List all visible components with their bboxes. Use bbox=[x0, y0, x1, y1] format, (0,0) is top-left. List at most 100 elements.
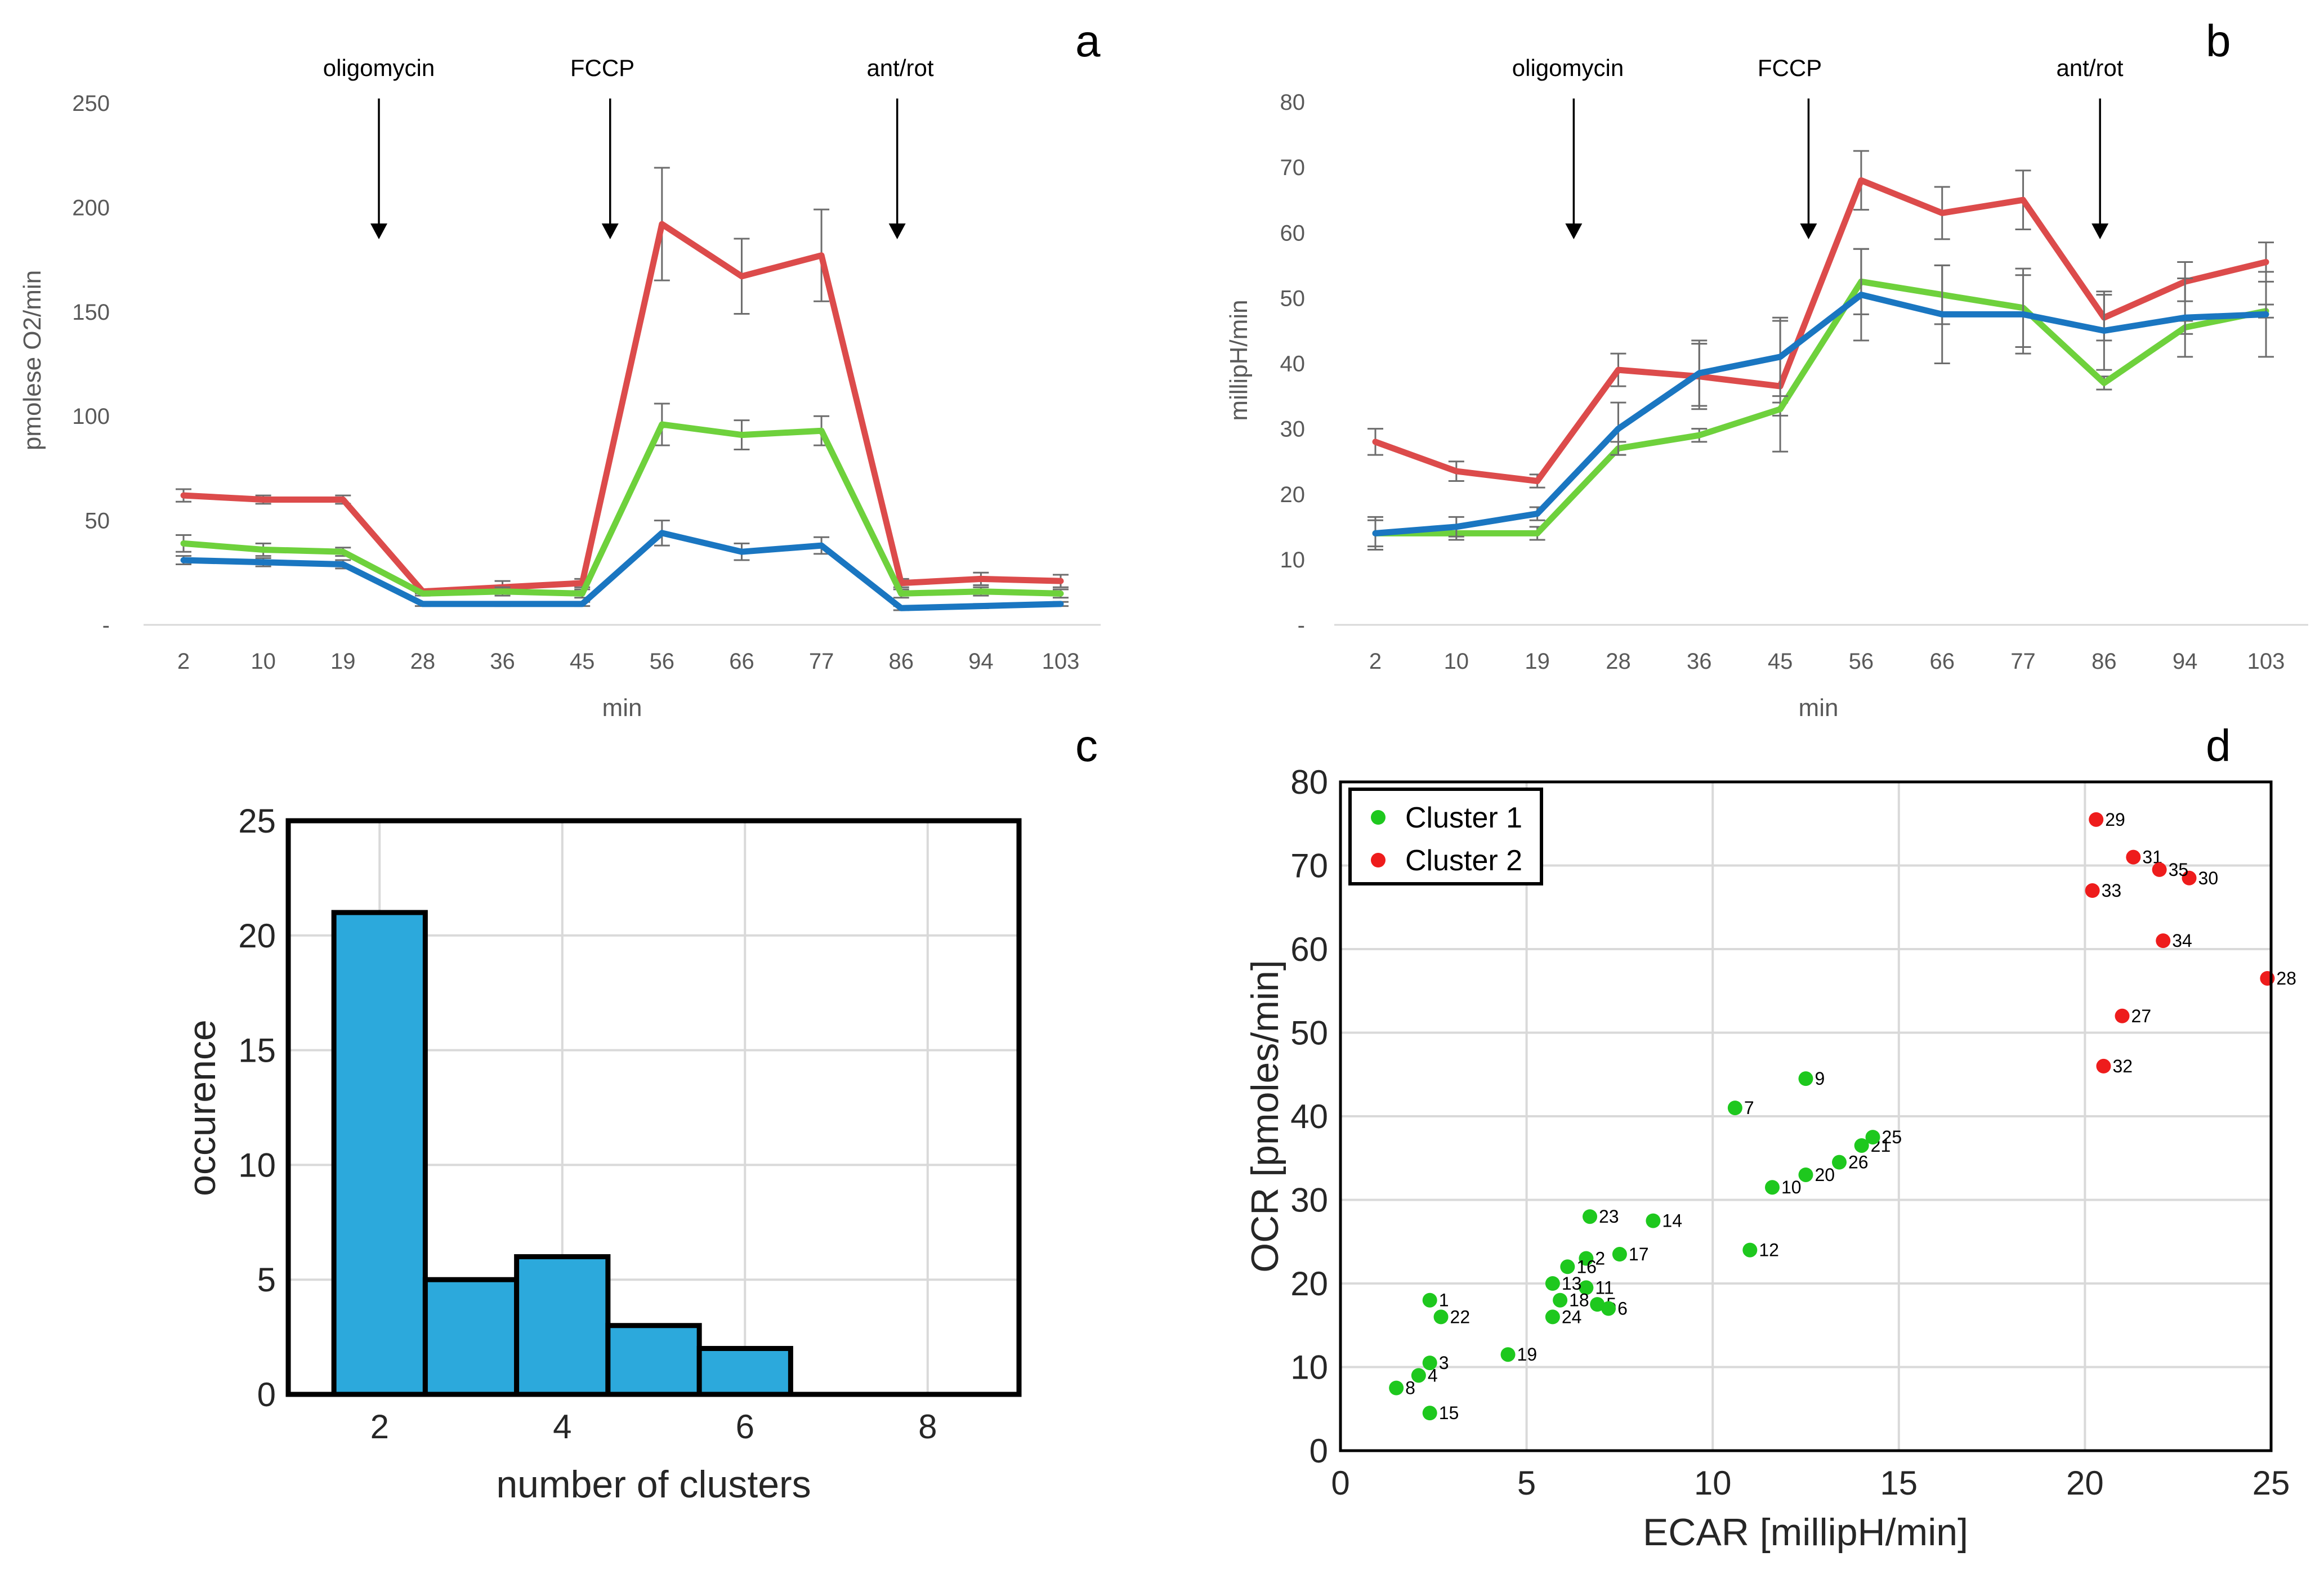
panel-d-point-label: 4 bbox=[1428, 1365, 1438, 1385]
panel-d-point bbox=[1422, 1292, 1437, 1308]
panel-c-bar bbox=[514, 1254, 611, 1397]
panel-b-arrow-head bbox=[1565, 223, 1583, 239]
panel-a-x-tick-label: 66 bbox=[729, 649, 754, 674]
panel-d-point bbox=[1798, 1167, 1813, 1182]
panel-c-y-tick-label: 0 bbox=[257, 1376, 276, 1414]
panel-d-legend-marker bbox=[1371, 810, 1386, 825]
panel-a-x-tick-label: 77 bbox=[809, 649, 834, 674]
panel-b-y-tick-label: - bbox=[1298, 613, 1305, 638]
panel-d-point-label: 9 bbox=[1815, 1068, 1825, 1089]
panel-d-point bbox=[1646, 1213, 1661, 1228]
panel-d-x-tick-label: 15 bbox=[1880, 1464, 1918, 1502]
panel-a-series-line bbox=[180, 421, 1064, 597]
panel-a-y-axis-title: pmolese O2/min bbox=[19, 270, 46, 450]
panel-b-x-tick-label: 56 bbox=[1849, 649, 1874, 674]
panel-b-y-tick-label: 40 bbox=[1280, 352, 1306, 377]
panel-c-y-axis-title: occurence bbox=[181, 1019, 224, 1196]
panel-a-series-line bbox=[180, 530, 1064, 611]
panel-b-y-tick-label: 30 bbox=[1280, 417, 1306, 442]
panel-d-point bbox=[1832, 1155, 1847, 1170]
panel-b-y-axis-title: millipH/min bbox=[1225, 299, 1253, 421]
panel-d-y-tick-label: 20 bbox=[1290, 1265, 1328, 1303]
panel-d-x-tick-label: 0 bbox=[1331, 1464, 1349, 1502]
panel-a-arrow-head bbox=[601, 223, 619, 239]
panel-d-point-label: 18 bbox=[1569, 1290, 1589, 1310]
panel-b-y-tick-label: 50 bbox=[1280, 286, 1306, 311]
panel-d-point-label: 15 bbox=[1439, 1403, 1459, 1423]
panel-d-y-axis-title: OCR [pmoles/min] bbox=[1244, 960, 1286, 1272]
panel-d-point bbox=[1579, 1280, 1594, 1295]
panel-d-point bbox=[1422, 1406, 1437, 1421]
panel-b-series-line bbox=[1372, 292, 2269, 536]
panel-letter-c: c bbox=[1075, 721, 1098, 771]
panel-b-annotation-fccp: FCCP bbox=[1758, 55, 1822, 81]
panel-a-x-tick-label: 2 bbox=[177, 649, 190, 674]
panel-b-x-tick-label: 28 bbox=[1606, 649, 1631, 674]
panel-d-x-axis-title: ECAR [millipH/min] bbox=[1643, 1511, 1968, 1554]
panel-b-x-axis-title: min bbox=[1799, 694, 1839, 722]
panel-d-point bbox=[2115, 1008, 2130, 1023]
panel-d-y-tick-label: 40 bbox=[1290, 1098, 1328, 1135]
panel-c-y-tick-label: 10 bbox=[238, 1146, 276, 1184]
panel-b-x-tick-label: 45 bbox=[1768, 649, 1793, 674]
panel-c-x-tick-label: 4 bbox=[553, 1408, 571, 1446]
panel-b-x-tick-label: 10 bbox=[1444, 649, 1469, 674]
panel-d-point-label: 23 bbox=[1599, 1206, 1619, 1227]
panel-d-point-label: 1 bbox=[1439, 1290, 1449, 1310]
panel-d-point bbox=[1727, 1101, 1742, 1116]
panel-b-y-tick-label: 70 bbox=[1280, 155, 1306, 180]
panel-d-legend-marker bbox=[1371, 853, 1386, 867]
panel-c-axes-frame bbox=[285, 818, 1022, 1397]
panel-a-x-tick-label: 94 bbox=[968, 649, 994, 674]
panel-b-x-tick-label: 94 bbox=[2173, 649, 2198, 674]
panel-d-point bbox=[2089, 812, 2104, 827]
panel-d-point-label: 14 bbox=[1662, 1211, 1682, 1231]
panel-d-axes-frame bbox=[1339, 780, 2273, 1452]
panel-b-series-line bbox=[1372, 278, 2269, 536]
panel-letter-d: d bbox=[2206, 721, 2231, 771]
panel-d-point bbox=[2096, 1058, 2111, 1073]
panel-d-point bbox=[1798, 1071, 1813, 1086]
panel-b-x-tick-label: 36 bbox=[1687, 649, 1712, 674]
panel-d-point bbox=[1500, 1347, 1516, 1362]
panel-c-histogram: number of clusters occurence 2 4 6 8 0 5 10 15 2… bbox=[181, 802, 1022, 1506]
panel-a-x-tick-label: 86 bbox=[888, 649, 914, 674]
panel-b-x-tick-label: 66 bbox=[1929, 649, 1955, 674]
panel-a-annotation-oligomycin: oligomycin bbox=[323, 55, 435, 81]
panel-d-point-label: 35 bbox=[2169, 860, 2189, 880]
panel-b-y-tick-label: 10 bbox=[1280, 548, 1306, 572]
panel-a-y-tick-label: 150 bbox=[72, 300, 110, 325]
panel-b-annotation-ant-rot: ant/rot bbox=[2056, 55, 2123, 81]
panel-b-x-tick-label: 77 bbox=[2010, 649, 2036, 674]
panel-d-point-label: 29 bbox=[2105, 809, 2125, 830]
panel-c-x-axis-title: number of clusters bbox=[496, 1463, 811, 1506]
panel-d-point-label: 28 bbox=[2276, 968, 2296, 988]
panel-c-x-tick-label: 8 bbox=[918, 1408, 937, 1446]
panel-b-series-line bbox=[1372, 177, 2269, 484]
panel-d-point-label: 6 bbox=[1617, 1299, 1628, 1319]
panel-d-point bbox=[2085, 883, 2100, 898]
panel-d-point bbox=[2126, 849, 2141, 865]
panel-d-y-tick-label: 70 bbox=[1290, 847, 1328, 885]
panel-b-annotation-oligomycin: oligomycin bbox=[1512, 55, 1624, 81]
panel-d-legend-box bbox=[1348, 788, 1543, 885]
panel-d-point-label: 2 bbox=[1595, 1248, 1605, 1268]
panel-d-point-label: 7 bbox=[1744, 1098, 1754, 1118]
panel-d-point bbox=[1553, 1292, 1568, 1308]
panel-d-point bbox=[1422, 1356, 1437, 1371]
panel-c-bar bbox=[331, 910, 428, 1397]
panel-b-arrow-head bbox=[1800, 223, 1817, 239]
panel-b-y-tick-label: 20 bbox=[1280, 482, 1306, 507]
panel-b-x-tick-label: 19 bbox=[1525, 649, 1550, 674]
panel-b-line-chart: min millipH/min oligomycin FCCP ant/rot … bbox=[1225, 55, 2308, 722]
panel-a-line-chart: min pmolese O2/min oligomycin FCCP ant/r… bbox=[19, 55, 1101, 722]
panel-a-x-tick-label: 45 bbox=[570, 649, 595, 674]
panel-a-y-tick-label: 100 bbox=[72, 404, 110, 429]
panel-d-point-label: 30 bbox=[2198, 868, 2219, 888]
panel-a-y-tick-label: - bbox=[102, 613, 110, 638]
panel-b-x-tick-label: 2 bbox=[1369, 649, 1382, 674]
panel-d-point bbox=[1854, 1138, 1869, 1153]
panel-a-x-tick-label: 103 bbox=[1042, 649, 1080, 674]
panel-a-x-axis-title: min bbox=[602, 694, 642, 722]
